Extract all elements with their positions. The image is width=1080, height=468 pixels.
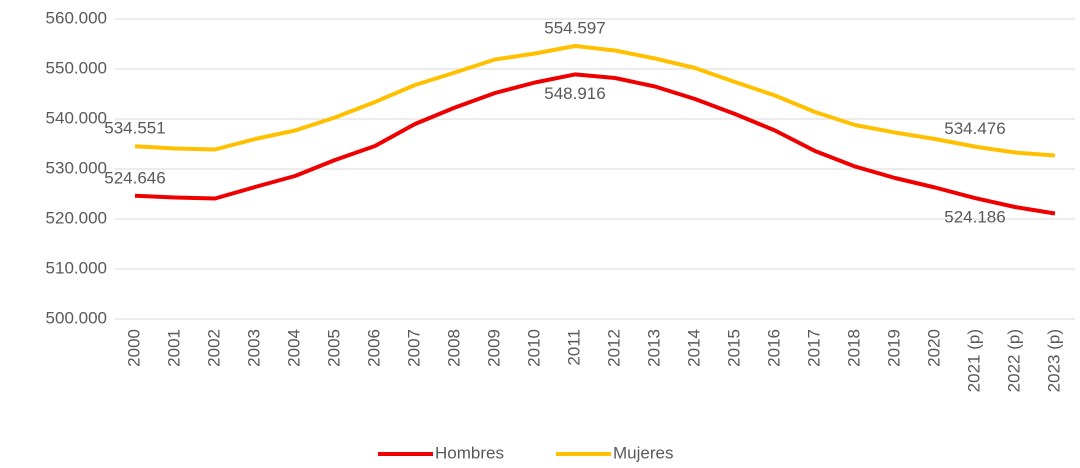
x-tick-label: 2017 [804,329,823,367]
x-tick-label: 2011 [564,329,583,366]
data-label: 534.551 [104,119,165,138]
y-tick-label: 510.000 [46,258,107,277]
legend-label: Hombres [435,443,504,462]
x-tick-label: 2000 [124,329,143,367]
data-label: 554.597 [544,18,605,37]
x-tick-label: 2005 [324,329,343,367]
x-tick-label: 2001 [164,329,183,367]
x-tick-label: 2008 [444,329,463,367]
data-label: 548.916 [544,84,605,103]
y-tick-label: 500.000 [46,308,107,327]
x-tick-label: 2004 [284,329,303,367]
y-tick-label: 540.000 [46,108,107,127]
x-tick-label: 2015 [724,329,743,367]
x-tick-label: 2021 (p) [964,329,983,392]
x-tick-label: 2010 [524,329,543,367]
y-tick-label: 530.000 [46,158,107,177]
x-tick-label: 2014 [684,329,703,367]
x-tick-label: 2002 [204,329,223,367]
data-label: 534.476 [944,119,1005,138]
x-tick-label: 2003 [244,329,263,367]
x-tick-label: 2006 [364,329,383,367]
x-tick-label: 2009 [484,329,503,367]
x-tick-label: 2019 [884,329,903,367]
x-tick-label: 2020 [924,329,943,367]
x-tick-label: 2012 [604,329,623,367]
legend-label: Mujeres [613,443,673,462]
y-tick-label: 560.000 [46,8,107,27]
x-tick-label: 2016 [764,329,783,367]
data-label: 524.186 [944,208,1005,227]
x-tick-label: 2023 (p) [1044,329,1063,392]
line-series [134,72,1056,216]
x-tick-label: 2022 (p) [1004,329,1023,392]
x-tick-label: 2013 [644,329,663,367]
y-tick-label: 550.000 [46,58,107,77]
x-tick-label: 2018 [844,329,863,367]
line-series [134,44,1056,158]
x-tick-label: 2007 [404,329,423,367]
y-tick-label: 520.000 [46,208,107,227]
data-label: 524.646 [104,168,165,187]
